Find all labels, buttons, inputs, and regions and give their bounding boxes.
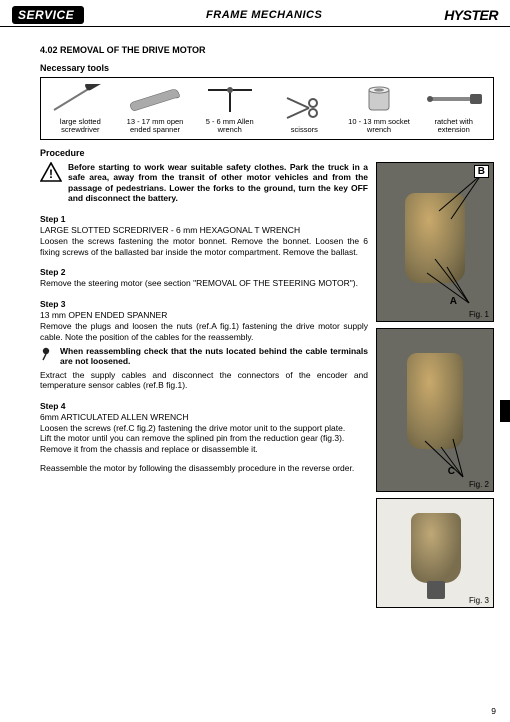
step1-body: Loosen the screws fastening the motor bo… [40,236,368,257]
figure2-caption: Fig. 2 [469,480,489,489]
step4-body2: Lift the motor until you can remove the … [40,433,368,444]
allen-wrench-icon [192,82,267,116]
step1-tool: LARGE SLOTTED SCREDRIVER - 6 mm HEXAGONA… [40,225,368,235]
step1-label: Step 1 [40,214,368,224]
figure-3: Fig. 3 [376,498,494,608]
step4-label: Step 4 [40,401,368,411]
tool-spanner: 13 - 17 mm open ended spanner [118,82,193,135]
step4-body3: Remove it from the chassis and replace o… [40,444,368,455]
figure1-label-b: B [474,165,489,178]
tool-label: large slotted screwdriver [43,118,118,135]
step4-body1: Loosen the screws (ref.C fig.2) fastenin… [40,423,368,434]
reassembly-note-text: When reassembling check that the nuts lo… [60,346,368,366]
tools-box: large slotted screwdriver 13 - 17 mm ope… [40,77,494,140]
step3-body2: Extract the supply cables and disconnect… [40,370,368,391]
step4-body4: Reassemble the motor by following the di… [40,463,368,474]
tool-ratchet: ratchet with extension [416,82,491,135]
procedure-text-column: ! Before starting to work wear suitable … [40,162,368,608]
figure1-label-a: A [450,296,457,307]
screwdriver-icon [43,82,118,116]
procedure-row: ! Before starting to work wear suitable … [40,162,494,608]
page-number: 9 [491,706,496,716]
figure3-caption: Fig. 3 [469,596,489,605]
socket-wrench-icon [342,82,417,116]
tool-socket: 10 - 13 mm socket wrench [342,82,417,135]
tool-label: scissors [267,126,342,134]
pushpin-icon [40,346,54,363]
safety-warning: ! Before starting to work wear suitable … [40,162,368,205]
step3-body1: Remove the plugs and loosen the nuts (re… [40,321,368,342]
warning-triangle-icon: ! [40,162,62,184]
step2-label: Step 2 [40,267,368,277]
step2-body: Remove the steering motor (see section "… [40,278,368,289]
tool-label: ratchet with extension [416,118,491,135]
tool-label: 5 - 6 mm Allen wrench [192,118,267,135]
figure2-label-c: C [448,466,455,477]
tool-allen: 5 - 6 mm Allen wrench [192,82,267,135]
figure-2: C Fig. 2 [376,328,494,492]
tool-screwdriver: large slotted screwdriver [43,82,118,135]
figures-column: B A Fig. 1 C Fig. 2 Fig. 3 [376,162,494,608]
procedure-heading: Procedure [40,148,494,158]
tools-heading: Necessary tools [40,63,494,73]
page-header: SERVICE FRAME MECHANICS HYSTER [0,0,510,27]
figure-1: B A Fig. 1 [376,162,494,322]
brand-logo: HYSTER [444,7,498,23]
service-badge: SERVICE [12,6,84,24]
step3-tool: 13 mm OPEN ENDED SPANNER [40,310,368,320]
tool-scissors: scissors [267,90,342,134]
svg-text:!: ! [49,167,53,181]
header-title: FRAME MECHANICS [206,9,322,21]
page-content: 4.02 REMOVAL OF THE DRIVE MOTOR Necessar… [0,27,510,608]
step3-label: Step 3 [40,299,368,309]
tool-label: 10 - 13 mm socket wrench [342,118,417,135]
step4-tool: 6mm ARTICULATED ALLEN WRENCH [40,412,368,422]
scissors-icon [267,90,342,124]
ratchet-icon [416,82,491,116]
figure1-caption: Fig. 1 [469,310,489,319]
reassembly-note: When reassembling check that the nuts lo… [40,346,368,366]
spanner-icon [118,82,193,116]
section-title: 4.02 REMOVAL OF THE DRIVE MOTOR [40,45,494,55]
tool-label: 13 - 17 mm open ended spanner [118,118,193,135]
warning-text: Before starting to work wear suitable sa… [68,162,368,205]
